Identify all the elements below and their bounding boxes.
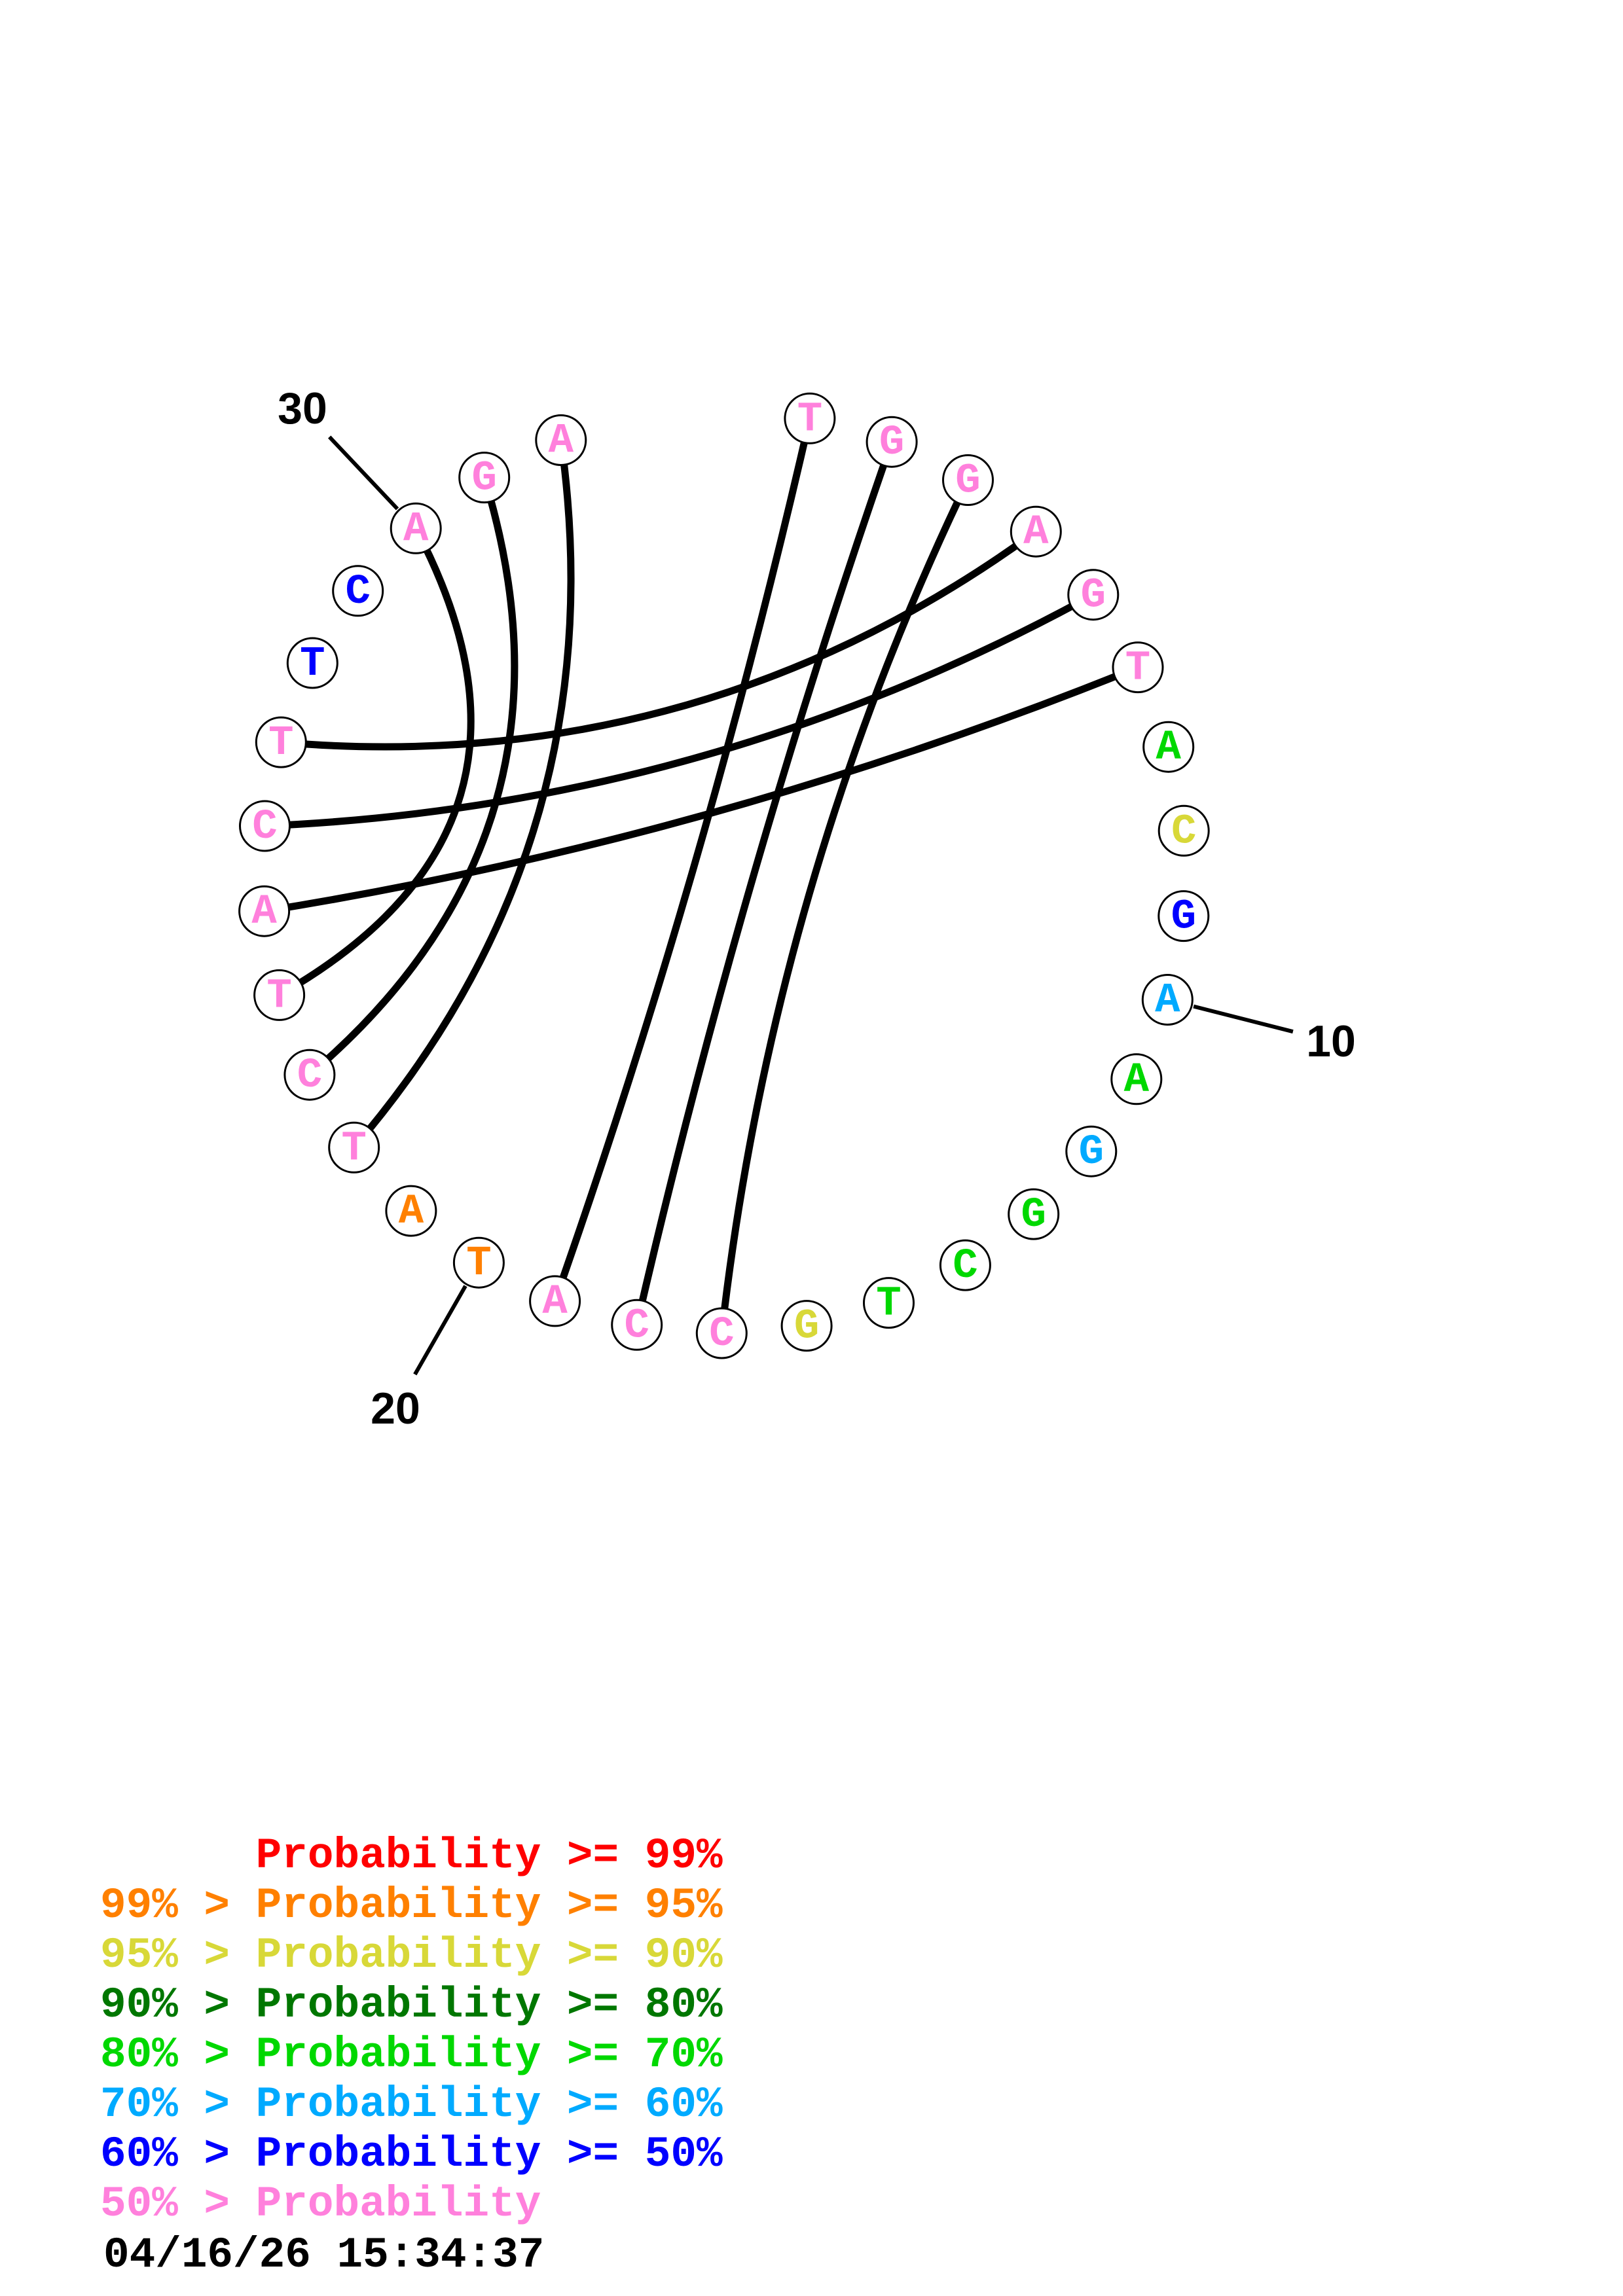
nucleotide-circle [238,885,291,937]
nucleotide-letter: G [879,420,904,467]
nucleotide-circle [942,454,994,506]
nucleotide-letter: C [345,569,370,616]
legend-row: 50% > Probability [100,2179,541,2229]
nucleotide-circle [784,392,836,444]
nucleotide-circle [286,637,338,689]
nucleotide-circle [529,1275,581,1327]
nucleotide-circle [283,1049,336,1101]
nucleotide-letter: T [1125,645,1150,692]
legend-row: Probability >= 99% [100,1831,723,1880]
base-pair-arc [261,664,1142,915]
index-tick-line [328,435,399,511]
nucleotide-circle [458,452,511,504]
nucleotide-letter: C [953,1243,977,1290]
legend-row: 95% > Probability >= 90% [100,1931,723,1980]
nucleotide-letter: T [466,1240,491,1287]
nucleotide-letter: T [300,641,325,688]
nucleotide-circle [780,1300,833,1352]
nucleotide-letter: T [341,1125,366,1172]
legend-row: 80% > Probability >= 70% [100,2030,723,2079]
nucleotide-letter: C [624,1302,649,1350]
nucleotide-letter: G [471,456,496,503]
legend-row: 60% > Probability >= 50% [100,2130,723,2179]
nucleotide-letter: T [268,720,293,767]
index-label: 10 [1306,1016,1356,1066]
base-pair-arc [551,414,814,1305]
base-pair-arc [276,524,475,999]
nucleotide-circle [611,1299,663,1351]
nucleotide-circle [328,1121,380,1174]
nucleotide-letter: A [251,889,277,936]
probability-legend: Probability >= 99% 99% > Probability >= 9… [100,1831,723,2229]
nucleotide-circle [863,1277,915,1329]
nucleotide-letter: A [549,418,574,465]
nucleotide-letter: G [794,1304,819,1351]
nucleotide-circle [939,1239,991,1291]
nucleotide-circle [695,1307,748,1359]
nucleotide-circle [332,565,384,617]
legend-row: 99% > Probability >= 95% [100,1881,723,1930]
nucleotide-letter: A [542,1279,568,1326]
nucleotide-circle [385,1185,437,1237]
base-pair-arc [261,591,1097,830]
nucleotide-letter: A [399,1189,424,1236]
nucleotide-letter: A [1023,509,1049,556]
timestamp: 04/16/26 15:34:37 [103,2231,545,2280]
nucleotide-circle [1112,641,1164,694]
nucleotide-circle [452,1236,505,1289]
nucleotide-letter: T [266,973,291,1020]
legend-row: 90% > Probability >= 80% [100,1981,723,2030]
nucleotide-circle [239,800,291,852]
nucleotide-circle [1010,505,1062,558]
base-pair-arc [350,437,575,1151]
nucleotide-circle [1110,1053,1163,1105]
nucleotide-letter: C [297,1052,322,1100]
nucleotide-letter: A [1155,978,1180,1025]
nucleotide-letter: G [1171,894,1196,941]
nucleotide-circle [1142,721,1195,773]
base-pair-arc [306,474,519,1079]
nucleotide-letter: A [1124,1057,1150,1104]
nucleotide-letter: T [797,396,822,443]
nucleotide-circle [253,969,306,1021]
legend-row: 70% > Probability >= 60% [100,2080,723,2129]
nucleotide-circle [1158,890,1210,942]
index-tick-line [1193,1004,1294,1034]
nucleotide-circle [1008,1188,1060,1240]
index-label: 20 [371,1384,420,1433]
index-tick-line [413,1285,467,1376]
nucleotide-letter: C [252,804,277,851]
nucleotide-letter: G [1079,1129,1104,1176]
nucleotide-letter: G [955,458,980,505]
nucleotide-circle [535,414,587,466]
nucleotide-circle [1065,1125,1118,1177]
nucleotide-letter: G [1021,1192,1046,1239]
base-pair-arc [718,476,972,1337]
nucleotide-circle [866,416,918,468]
nucleotide-circle [1067,569,1120,621]
base-pair-arc [633,438,896,1329]
nucleotide-circle [1158,804,1210,857]
nucleotide-circle [1141,974,1194,1026]
nucleotide-letter: A [403,506,429,553]
nucleotide-letter: G [1081,573,1106,620]
nucleotide-letter: A [1156,725,1181,772]
nucleotide-letter: C [1171,808,1196,855]
nucleotide-letter: T [876,1281,901,1328]
index-label: 30 [278,384,327,433]
nucleotide-circle [390,502,442,554]
nucleotide-letter: C [709,1311,734,1358]
base-pair-arc [277,528,1040,751]
nucleotide-circle [255,716,307,768]
